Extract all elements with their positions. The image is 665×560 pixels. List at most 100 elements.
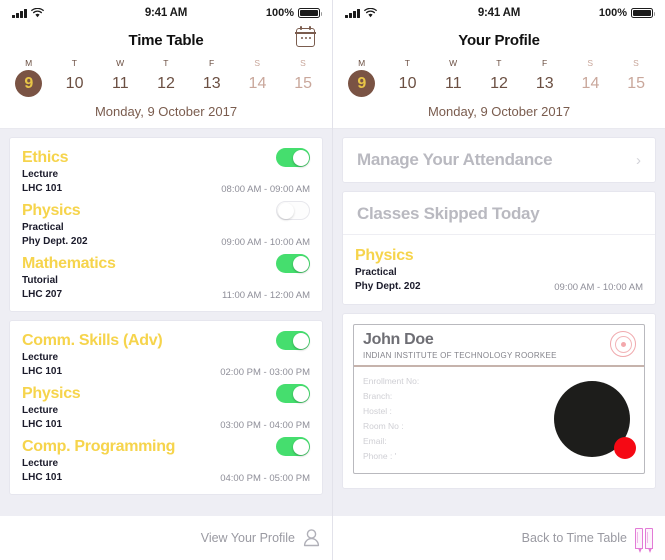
attendance-toggle-on[interactable] bbox=[276, 148, 310, 167]
week-day-letter: T bbox=[496, 58, 502, 68]
class-row[interactable]: Physics Lecture LHC 101 03:00 PM - 04:00 PM bbox=[22, 380, 310, 433]
class-room: LHC 101 bbox=[22, 182, 63, 194]
class-title: Physics bbox=[355, 247, 414, 264]
class-row[interactable]: Mathematics Tutorial LHC 207 11:00 AM - 12:… bbox=[22, 250, 310, 303]
nav-bar-left: Time Table bbox=[0, 25, 332, 54]
class-type: Practical bbox=[355, 267, 397, 278]
classes-skipped-label: Classes Skipped Today bbox=[357, 204, 540, 223]
week-day-14[interactable]: S 14 bbox=[568, 58, 614, 97]
selected-date-left: Monday, 9 October 2017 bbox=[0, 99, 332, 129]
week-day-number: 15 bbox=[294, 75, 313, 92]
week-day-12[interactable]: T 12 bbox=[143, 58, 189, 97]
red-dot-marker bbox=[614, 436, 636, 459]
status-right-icons-right: 100% bbox=[598, 7, 655, 19]
class-room: LHC 101 bbox=[22, 471, 63, 483]
profile-screen: 9:41 AM 100% Your Profile M 9 T 10 W 11 T 12 F 13… bbox=[333, 0, 665, 560]
class-time: 09:00 AM - 10:00 AM bbox=[554, 282, 643, 293]
class-room: Phy Dept. 202 bbox=[22, 235, 88, 247]
week-day-15[interactable]: S 15 bbox=[613, 58, 659, 97]
week-day-10[interactable]: T 10 bbox=[52, 58, 98, 97]
class-row[interactable]: Physics Practical Phy Dept. 202 09:00 AM - … bbox=[22, 197, 310, 250]
id-card-name: John Doe bbox=[363, 331, 434, 348]
battery-percent-right: 100% bbox=[598, 7, 627, 19]
week-day-number-selected: 9 bbox=[15, 70, 43, 97]
week-day-13[interactable]: F 13 bbox=[189, 58, 235, 97]
status-time-left: 9:41 AM bbox=[144, 7, 188, 19]
week-day-number: 13 bbox=[202, 75, 221, 92]
attendance-toggle-on[interactable] bbox=[276, 254, 310, 273]
week-day-11[interactable]: W 11 bbox=[97, 58, 143, 97]
week-day-letter: S bbox=[587, 58, 594, 68]
week-day-14[interactable]: S 14 bbox=[235, 58, 281, 97]
status-right-icons: 100% bbox=[266, 7, 322, 19]
battery-full-icon bbox=[298, 8, 322, 18]
class-room: LHC 101 bbox=[22, 418, 63, 430]
class-title: Comp. Programming bbox=[22, 438, 176, 455]
status-bar-left: 9:41 AM 100% bbox=[0, 0, 332, 26]
week-day-letter: T bbox=[404, 58, 411, 68]
id-card-fields: Enrollment No: Branch: Hostel : Room No : Em… bbox=[354, 367, 644, 474]
person-icon bbox=[303, 529, 320, 547]
week-day-number: 14 bbox=[248, 75, 267, 92]
class-time: 03:00 PM - 04:00 PM bbox=[220, 420, 310, 431]
week-day-number: 11 bbox=[444, 75, 462, 92]
class-room: Phy Dept. 202 bbox=[355, 280, 421, 292]
wifi-icon bbox=[30, 8, 44, 18]
id-card-field: Room No : bbox=[363, 420, 404, 431]
class-row[interactable]: Physics Practical Phy Dept. 202 09:00 AM - … bbox=[355, 242, 643, 295]
calendar-icon bbox=[295, 25, 316, 47]
class-row[interactable]: Comp. Programming Lecture LHC 101 04:00 PM … bbox=[22, 433, 310, 486]
week-day-number: 13 bbox=[535, 75, 554, 92]
week-day-11[interactable]: W 11 bbox=[430, 58, 476, 97]
class-time: 04:00 PM - 05:00 PM bbox=[220, 473, 310, 484]
id-card-field: Phone : ' bbox=[363, 451, 397, 462]
classes-skipped-card: Classes Skipped Today Physics Practical Ph… bbox=[342, 191, 656, 305]
student-id-card: John Doe INDIAN INSTITUTE OF TECHNOLOGY … bbox=[353, 324, 645, 475]
attendance-toggle-on[interactable] bbox=[276, 437, 310, 456]
class-list-left: Ethics Lecture LHC 101 08:00 AM - 09:00 AM P… bbox=[0, 129, 332, 516]
selected-date-right: Monday, 9 October 2017 bbox=[333, 99, 665, 129]
week-day-12[interactable]: T 12 bbox=[476, 58, 522, 97]
attendance-toggle-on[interactable] bbox=[276, 384, 310, 403]
week-day-number: 11 bbox=[111, 75, 129, 92]
class-type: Lecture bbox=[22, 169, 59, 180]
class-type: Lecture bbox=[22, 405, 59, 416]
week-strip-left: M 9 T 10 W 11 T 12 F 13 S 14 S 15 bbox=[0, 54, 332, 99]
class-time: 08:00 AM - 09:00 AM bbox=[221, 184, 310, 195]
pencils-icon bbox=[635, 527, 653, 553]
attendance-toggle-on[interactable] bbox=[276, 331, 310, 350]
footer-right[interactable]: Back to Time Table bbox=[333, 516, 665, 560]
id-card-container: John Doe INDIAN INSTITUTE OF TECHNOLOGY … bbox=[342, 313, 656, 490]
footer-left[interactable]: View Your Profile bbox=[0, 516, 332, 560]
attendance-toggle-off[interactable] bbox=[276, 201, 310, 220]
class-row[interactable]: Comm. Skills (Adv) Lecture LHC 101 02:00 PM… bbox=[22, 327, 310, 380]
calendar-button[interactable] bbox=[295, 25, 318, 50]
class-card: Comm. Skills (Adv) Lecture LHC 101 02:00 PM… bbox=[9, 320, 323, 495]
time-table-screen: 9:41 AM 100% Time Table M 9 T 10 W 11 T 12 F 13 S 1… bbox=[0, 0, 333, 560]
week-day-13[interactable]: F 13 bbox=[522, 58, 568, 97]
classes-skipped-header: Classes Skipped Today bbox=[343, 192, 655, 235]
id-card-header: John Doe INDIAN INSTITUTE OF TECHNOLOGY … bbox=[354, 325, 644, 367]
id-card-field: Hostel : bbox=[363, 405, 392, 416]
week-day-letter: M bbox=[25, 58, 33, 68]
back-to-timetable-label: Back to Time Table bbox=[521, 531, 627, 545]
chevron-right-icon: › bbox=[636, 151, 641, 169]
class-time: 09:00 AM - 10:00 AM bbox=[221, 237, 310, 248]
week-day-letter: S bbox=[633, 58, 640, 68]
week-day-10[interactable]: T 10 bbox=[385, 58, 431, 97]
manage-attendance-button[interactable]: Manage Your Attendance › bbox=[342, 137, 656, 183]
signal-bars-icon bbox=[345, 8, 360, 18]
skipped-class-item: Physics Practical Phy Dept. 202 09:00 AM - … bbox=[343, 235, 655, 304]
week-day-letter: T bbox=[71, 58, 78, 68]
week-day-15[interactable]: S 15 bbox=[280, 58, 326, 97]
nav-bar-right: Your Profile bbox=[333, 26, 665, 54]
week-strip-right: M 9 T 10 W 11 T 12 F 13 S 14 S 15 bbox=[333, 54, 665, 99]
class-title: Physics bbox=[22, 202, 81, 219]
week-day-number-selected: 9 bbox=[348, 70, 376, 97]
week-day-number: 14 bbox=[581, 75, 600, 92]
class-row[interactable]: Ethics Lecture LHC 101 08:00 AM - 09:00 AM bbox=[22, 144, 310, 197]
id-card-field: Enrollment No: bbox=[363, 375, 420, 386]
class-type: Lecture bbox=[22, 458, 59, 469]
